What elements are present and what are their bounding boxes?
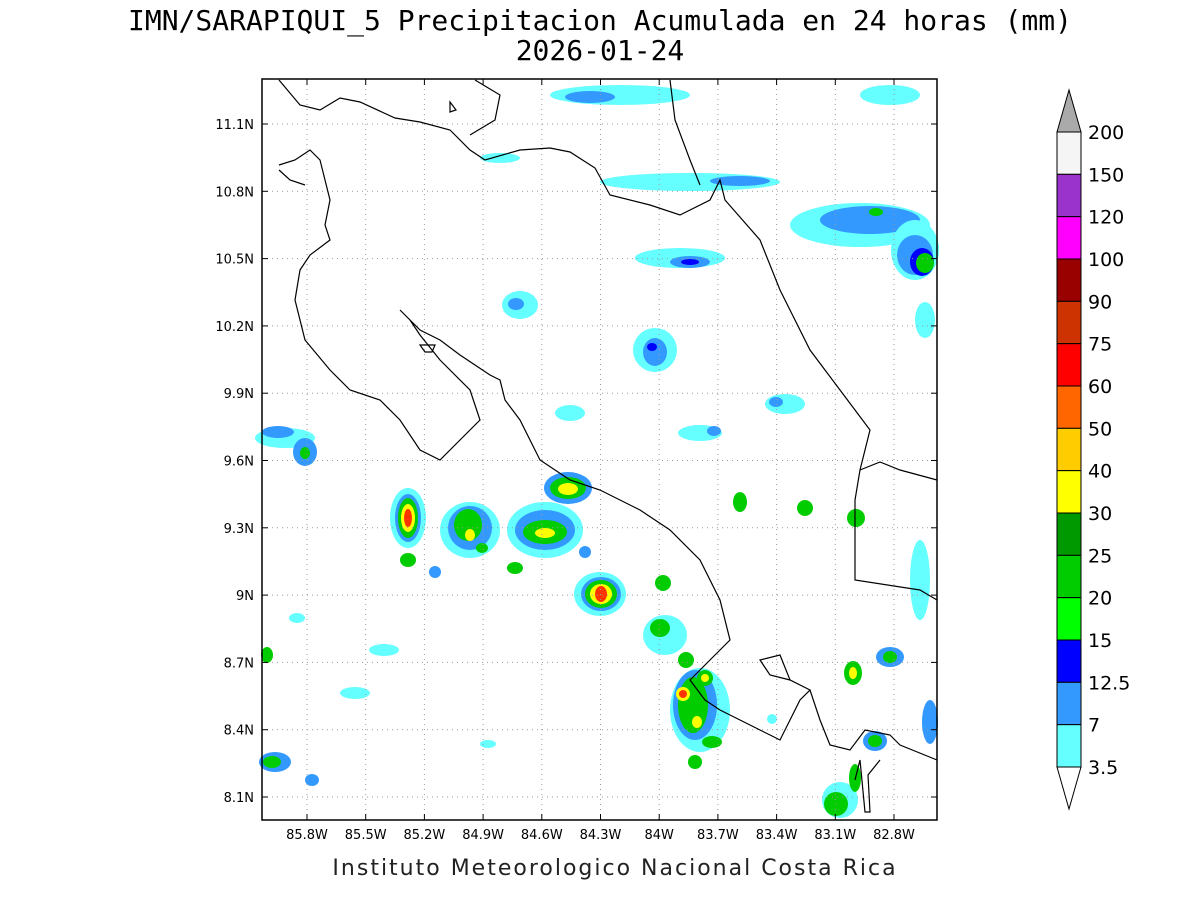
colorbar-swatch xyxy=(1056,597,1082,641)
lon-tick-label: 84.9W xyxy=(462,828,504,843)
latitude-axis: 11.1N 10.8N 10.5N 10.2N 9.9N 9.6N 9.3N 9N 8.7N 8.… xyxy=(215,118,937,806)
colorbar-swatch xyxy=(1056,639,1082,683)
coastline xyxy=(278,79,938,813)
colorbar-label: 30 xyxy=(1088,503,1112,525)
lon-tick-label: 84.3W xyxy=(580,828,622,843)
colorbar-label: 40 xyxy=(1088,461,1112,483)
colorbar-swatch xyxy=(1056,131,1082,175)
colorbar-label: 200 xyxy=(1088,122,1124,144)
lat-tick-label: 11.1N xyxy=(215,118,254,133)
colorbar: 200 150 120 100 90 75 60 50 40 30 25 20 15 12.5 7 3.5 xyxy=(1056,88,1130,811)
longitude-axis: 85.8W 85.5W 85.2W 84.9W 84.6W 84.3W 84W 83.7W 83… xyxy=(286,79,915,843)
lat-tick-label: 9N xyxy=(236,589,254,604)
colorbar-label: 120 xyxy=(1088,207,1124,229)
map-date: 2026-01-24 xyxy=(515,34,685,67)
colorbar-label: 60 xyxy=(1088,376,1112,398)
colorbar-label: 25 xyxy=(1088,545,1112,567)
colorbar-label: 7 xyxy=(1088,715,1100,737)
lat-tick-label: 10.8N xyxy=(215,185,254,200)
map-frame xyxy=(261,78,938,821)
colorbar-label: 12.5 xyxy=(1088,672,1130,694)
colorbar-over-arrow xyxy=(1056,88,1082,133)
colorbar-label: 50 xyxy=(1088,418,1112,440)
colorbar-swatch xyxy=(1056,216,1082,260)
colorbar-swatch xyxy=(1056,512,1082,556)
lat-tick-label: 9.9N xyxy=(224,387,254,402)
colorbar-label: 100 xyxy=(1088,249,1124,271)
colorbar-swatch xyxy=(1056,258,1082,302)
colorbar-swatch xyxy=(1056,681,1082,726)
colorbar-label: 90 xyxy=(1088,291,1112,313)
colorbar-swatch xyxy=(1056,554,1082,599)
colorbar-label: 150 xyxy=(1088,164,1124,186)
lat-tick-label: 9.3N xyxy=(224,522,254,537)
lon-tick-label: 84.6W xyxy=(521,828,563,843)
precipitation-field xyxy=(255,85,939,818)
lon-tick-label: 85.5W xyxy=(345,828,387,843)
lon-tick-label: 83.1W xyxy=(814,828,856,843)
lat-tick-label: 10.2N xyxy=(215,320,254,335)
colorbar-swatch xyxy=(1056,343,1082,387)
lat-tick-label: 8.4N xyxy=(224,724,254,739)
colorbar-label: 3.5 xyxy=(1088,757,1118,779)
colorbar-swatch xyxy=(1056,173,1082,218)
lon-tick-label: 84W xyxy=(644,828,674,843)
lat-tick-label: 8.7N xyxy=(224,656,254,671)
colorbar-swatch xyxy=(1056,470,1082,514)
credit-footer: Instituto Meteorologico Nacional Costa R… xyxy=(332,856,898,881)
lat-tick-label: 9.6N xyxy=(224,455,254,470)
lon-tick-label: 82.8W xyxy=(873,828,915,843)
colorbar-swatch xyxy=(1056,385,1082,429)
lat-tick-label: 8.1N xyxy=(224,791,254,806)
colorbar-label: 15 xyxy=(1088,630,1112,652)
lon-tick-label: 83.7W xyxy=(697,828,739,843)
colorbar-label: 20 xyxy=(1088,588,1112,610)
lat-tick-label: 10.5N xyxy=(215,253,254,268)
colorbar-label: 75 xyxy=(1088,334,1112,356)
lon-tick-label: 85.8W xyxy=(286,828,328,843)
map-title: IMN/SARAPIQUI_5 Precipitacion Acumulada … xyxy=(127,4,1072,37)
lon-tick-label: 83.4W xyxy=(756,828,798,843)
colorbar-under-arrow xyxy=(1056,766,1082,811)
map-gridlines xyxy=(262,79,937,820)
colorbar-swatch xyxy=(1056,300,1082,345)
lon-tick-label: 85.2W xyxy=(403,828,445,843)
colorbar-swatch xyxy=(1056,724,1082,768)
colorbar-swatch xyxy=(1056,427,1082,472)
